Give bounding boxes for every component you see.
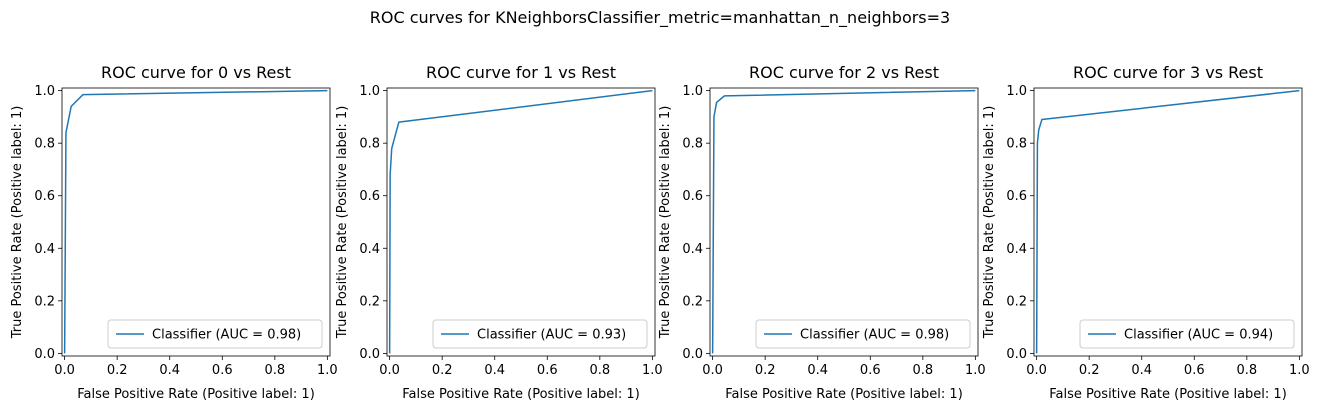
legend-box (1079, 319, 1295, 349)
legend-label: Classifier (AUC = 0.93) (477, 328, 626, 343)
y-tick-label: 0.6 (34, 189, 55, 204)
y-tick-label: 0.0 (682, 347, 703, 362)
x-tick-label: 0.0 (1026, 363, 1047, 378)
y-tick-label: 0.2 (1006, 294, 1027, 309)
x-tick-label: 0.2 (107, 363, 128, 378)
figure-title: ROC curves for KNeighborsClassifier_metr… (370, 8, 950, 28)
x-tick-label: 0.8 (1236, 363, 1257, 378)
x-tick-label: 0.0 (702, 363, 723, 378)
y-tick-label: 0.4 (1006, 242, 1027, 257)
y-tick-label: 0.2 (359, 294, 380, 309)
x-tick-label: 0.8 (589, 363, 610, 378)
roc-curve-line (63, 89, 328, 354)
roc-curve-line (711, 89, 976, 354)
axes-frame (386, 87, 656, 357)
y-tick-label: 0.0 (359, 347, 380, 362)
x-tick-label: 0.4 (807, 363, 828, 378)
y-tick-label: 1.0 (1006, 84, 1027, 99)
roc-panel-0: ROC curve for 0 vs Rest 0.0 0.2 0.4 0.6 0.8 1.… (10, 63, 338, 402)
x-tick-label: 0.4 (484, 363, 505, 378)
y-axis-label: True Positive Rate (Positive label: 1) (982, 106, 997, 340)
y-tick-label: 0.8 (682, 137, 703, 152)
x-tick-label: 0.2 (755, 363, 776, 378)
y-tick-label: 1.0 (34, 84, 55, 99)
legend-label: Classifier (AUC = 0.98) (800, 328, 949, 343)
y-tick-label: 0.0 (34, 347, 55, 362)
legend-box (755, 319, 971, 349)
y-tick-label: 0.8 (359, 137, 380, 152)
roc-panel-2: ROC curve for 2 vs Rest 0.0 0.2 0.4 0.6 0.8 1.… (658, 63, 986, 402)
axes-frame (61, 87, 331, 357)
legend-box (432, 319, 648, 349)
legend-box (107, 319, 323, 349)
x-tick-label: 0.6 (1184, 363, 1205, 378)
y-tick-label: 0.6 (682, 189, 703, 204)
axes-frame (709, 87, 979, 357)
y-tick-label: 1.0 (682, 84, 703, 99)
y-tick-label: 1.0 (359, 84, 380, 99)
y-axis-label: True Positive Rate (Positive label: 1) (10, 106, 25, 340)
roc-panel-3: ROC curve for 3 vs Rest 0.0 0.2 0.4 0.6 0.8 1.… (982, 63, 1310, 402)
y-tick-label: 0.6 (359, 189, 380, 204)
x-tick-label: 1.0 (1289, 363, 1310, 378)
y-tick-label: 0.4 (359, 242, 380, 257)
legend-label: Classifier (AUC = 0.98) (152, 328, 301, 343)
y-tick-label: 0.2 (682, 294, 703, 309)
x-tick-label: 0.4 (1131, 363, 1152, 378)
y-tick-label: 0.6 (1006, 189, 1027, 204)
roc-panel-1: ROC curve for 1 vs Rest 0.0 0.2 0.4 0.6 0.8 1.… (335, 63, 663, 402)
panel-title: ROC curve for 3 vs Rest (1073, 63, 1263, 82)
x-tick-label: 0.8 (912, 363, 933, 378)
x-tick-label: 0.0 (379, 363, 400, 378)
y-axis-label: True Positive Rate (Positive label: 1) (658, 106, 673, 340)
roc-curve-line (388, 89, 653, 354)
axes-frame (1033, 87, 1303, 357)
x-tick-label: 1.0 (642, 363, 663, 378)
y-axis-label: True Positive Rate (Positive label: 1) (335, 106, 350, 340)
y-tick-label: 0.8 (34, 137, 55, 152)
x-tick-label: 0.4 (159, 363, 180, 378)
panel-title: ROC curve for 0 vs Rest (101, 63, 291, 82)
x-tick-label: 0.2 (1079, 363, 1100, 378)
x-tick-label: 0.6 (537, 363, 558, 378)
x-tick-label: 1.0 (965, 363, 986, 378)
x-tick-label: 0.2 (432, 363, 453, 378)
x-tick-label: 0.6 (212, 363, 233, 378)
x-tick-label: 0.8 (264, 363, 285, 378)
y-tick-label: 0.8 (1006, 137, 1027, 152)
y-tick-label: 0.4 (34, 242, 55, 257)
x-axis-label: False Positive Rate (Positive label: 1) (77, 387, 315, 402)
x-axis-label: False Positive Rate (Positive label: 1) (1049, 387, 1287, 402)
x-axis-label: False Positive Rate (Positive label: 1) (725, 387, 963, 402)
y-tick-label: 0.2 (34, 294, 55, 309)
panel-title: ROC curve for 2 vs Rest (749, 63, 939, 82)
x-tick-label: 0.0 (54, 363, 75, 378)
panel-title: ROC curve for 1 vs Rest (426, 63, 616, 82)
legend-label: Classifier (AUC = 0.94) (1124, 328, 1273, 343)
roc-curve-line (1035, 89, 1300, 354)
y-tick-label: 0.4 (682, 242, 703, 257)
x-axis-label: False Positive Rate (Positive label: 1) (402, 387, 640, 402)
x-tick-label: 0.6 (860, 363, 881, 378)
x-tick-label: 1.0 (317, 363, 338, 378)
y-tick-label: 0.0 (1006, 347, 1027, 362)
